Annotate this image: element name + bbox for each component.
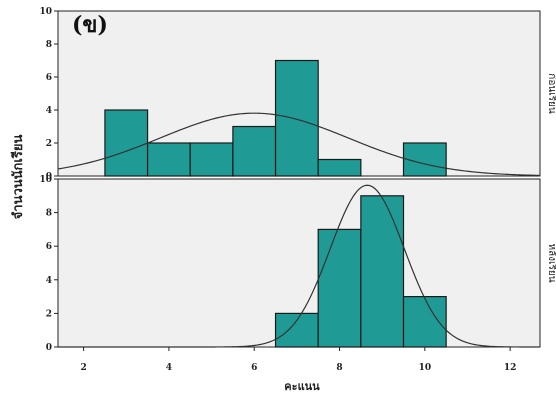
x-tick-label: 12 (504, 363, 517, 373)
y-tick-label: 10 (39, 175, 52, 185)
y-tick-label: 4 (46, 276, 52, 286)
normal-curve (57, 112, 541, 176)
histogram-panel: 0 2 4 6 8 10 ก่อนเรียน (39, 7, 556, 182)
y-tick-label: 2 (46, 309, 52, 319)
panel-side-label: ก่อนเรียน (546, 73, 556, 114)
histogram-bar (274, 59, 319, 177)
x-tick-label: 10 (419, 363, 432, 373)
normal-curve (58, 184, 540, 348)
x-axis-title: คะแนน (284, 380, 320, 393)
y-tick-label: 0 (46, 172, 52, 182)
histogram-bar (317, 228, 362, 348)
histogram-bar (317, 158, 362, 177)
y-tick-label: 6 (46, 73, 52, 83)
x-tick-label: 4 (166, 363, 172, 373)
y-tick-label: 8 (46, 209, 52, 219)
y-axis-title: จำนวนนักเรียน (10, 135, 26, 220)
y-tick-label: 10 (39, 7, 52, 17)
histogram-bar (146, 142, 191, 177)
histogram-panel: 0 2 4 6 8 10 หลังเรียน (39, 175, 556, 353)
histogram-bar (232, 125, 277, 177)
y-tick-label: 8 (46, 40, 52, 50)
histogram-bar (360, 195, 405, 348)
histogram-bar (104, 109, 149, 177)
y-tick-label: 4 (46, 106, 52, 116)
histogram-bar (402, 142, 447, 177)
histogram-bar (189, 142, 234, 177)
x-tick-label: 6 (251, 363, 257, 373)
y-tick-label: 6 (46, 242, 52, 252)
x-tick-label: 2 (80, 363, 86, 373)
histogram-bar (274, 312, 319, 348)
x-tick-label: 8 (336, 363, 342, 373)
y-tick-label: 2 (46, 139, 52, 149)
histogram-bar (402, 296, 447, 348)
panel-label: (ข) (72, 12, 108, 38)
y-tick-label: 0 (46, 343, 52, 353)
panel-side-label: หลังเรียน (546, 243, 556, 282)
